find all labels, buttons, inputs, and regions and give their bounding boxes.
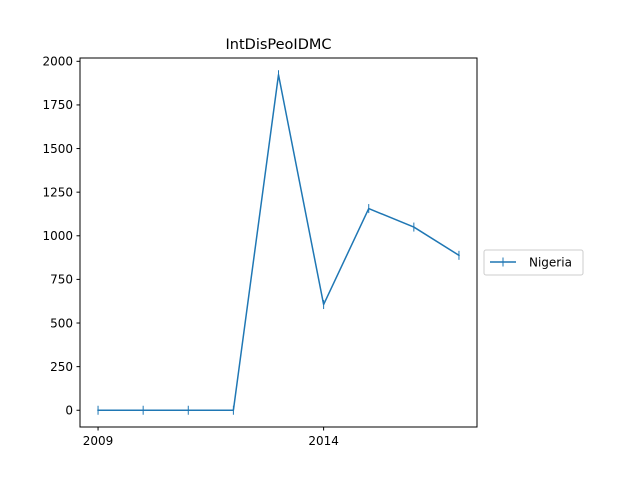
y-tick-label: 500 [50,316,73,330]
chart-title: IntDisPeoIDMC [226,37,332,53]
legend-label-nigeria: Nigeria [529,256,572,270]
plot-area: 0 250 500 750 1000 1250 1500 1750 2000 2009 2014 [42,55,478,448]
axes-frame [79,57,478,428]
y-tick-label: 250 [50,360,73,374]
legend: Nigeria [483,249,584,276]
y-tick-label: 2000 [42,55,73,69]
legend-frame [483,249,584,276]
y-tick-label: 1500 [42,142,73,156]
y-tick-label: 1000 [42,229,73,243]
y-tick-label: 1750 [42,98,73,112]
y-tick-label: 750 [50,273,73,287]
x-tick-label: 2014 [308,434,339,448]
y-tick-label: 1250 [42,185,73,199]
y-tick-label: 0 [65,404,73,418]
x-tick-label: 2009 [83,434,114,448]
